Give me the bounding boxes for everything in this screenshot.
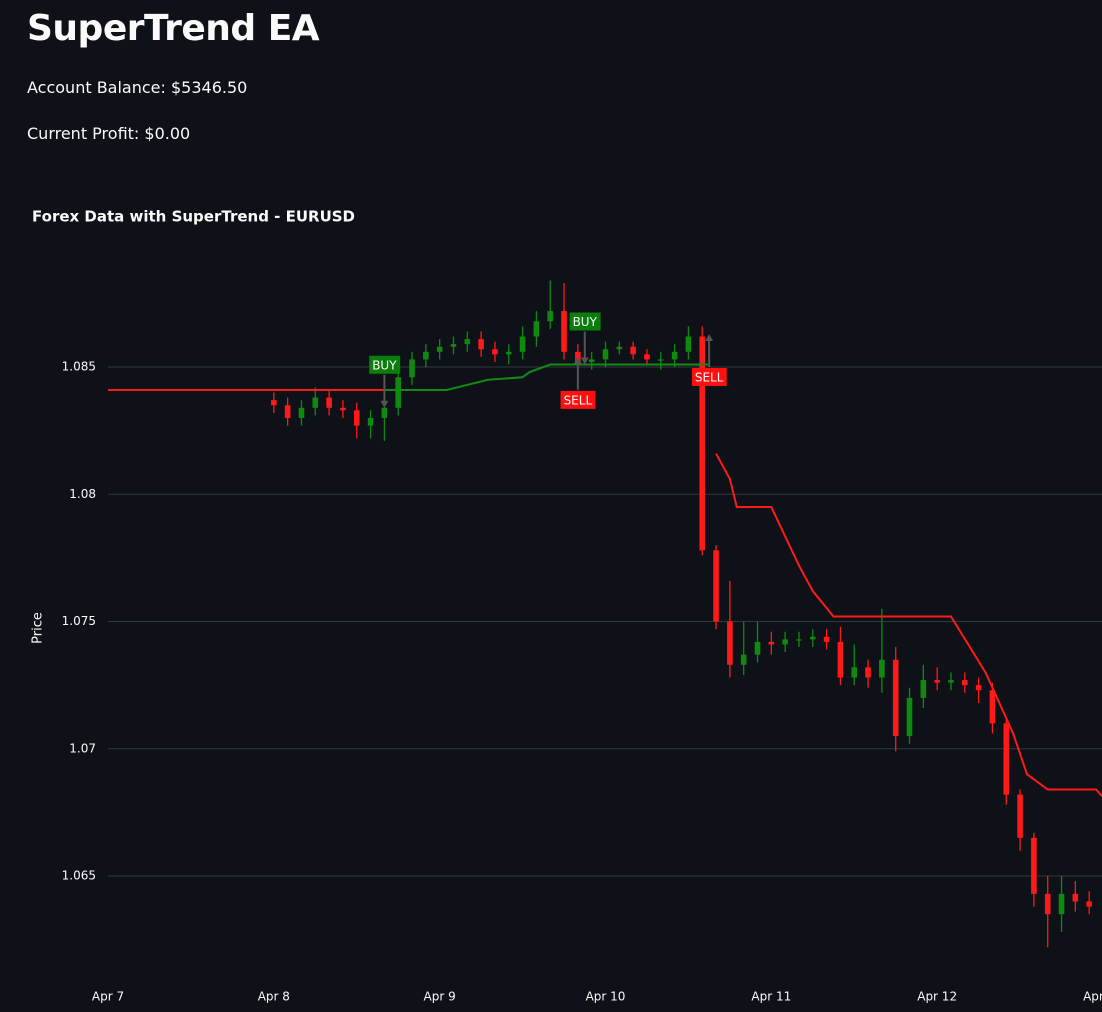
candle-body: [906, 697, 913, 737]
candle-body: [519, 336, 526, 352]
y-tick-label: 1.075: [62, 614, 96, 628]
x-tick-label: Apr 11: [751, 990, 791, 1004]
signal-label: BUY: [372, 358, 397, 372]
candle-body: [340, 407, 346, 411]
y-axis-title: Price: [31, 612, 46, 644]
candle-body: [423, 351, 429, 360]
candle-body: [823, 636, 830, 642]
candle-body: [768, 641, 775, 645]
current-profit: Current Profit: $0.00: [27, 124, 191, 143]
y-tick-label: 1.085: [62, 360, 96, 374]
candle-body: [1017, 794, 1023, 838]
candle-body: [948, 680, 954, 683]
x-tick-label: Apr 7: [92, 990, 124, 1004]
candle-body: [353, 410, 360, 426]
candle-body: [727, 621, 733, 665]
candle-body: [478, 339, 484, 350]
candle-body: [464, 339, 471, 345]
candle-body: [879, 659, 885, 678]
candle-body: [782, 639, 788, 645]
candle-body: [809, 636, 816, 640]
candle-body: [381, 407, 388, 418]
candle-body: [312, 397, 319, 408]
candle-body: [975, 685, 982, 691]
x-tick-label: Apr 8: [258, 990, 290, 1004]
candle-body: [837, 641, 844, 678]
signal-box: [369, 355, 401, 374]
candle-body: [754, 641, 761, 655]
grid: 1.065 1.07 1.075 1.08 1.085 Apr 7 Apr 8 Apr 9 Ap…: [62, 360, 1102, 1004]
y-tick-label: 1.08: [69, 487, 96, 501]
candle-body: [588, 359, 595, 362]
candle-body: [796, 639, 802, 641]
candle-body: [1003, 723, 1010, 795]
page-title: SuperTrend EA: [27, 8, 320, 49]
account-balance: Account Balance: $5346.50: [27, 78, 248, 97]
candle-body: [1044, 893, 1051, 915]
x-tick-label: Apr 13: [1083, 990, 1102, 1004]
candle-body: [409, 359, 415, 378]
candle-body: [298, 407, 305, 418]
candle-body: [271, 400, 277, 406]
candle-body: [436, 346, 443, 352]
signal-label: BUY: [573, 315, 598, 329]
candle-body: [602, 349, 609, 360]
signal-label: SELL: [695, 370, 724, 384]
candle-body: [630, 346, 636, 355]
candle-body: [1072, 893, 1079, 902]
arrow-head: [380, 400, 389, 408]
candle-body: [367, 417, 374, 426]
candle-body: [851, 667, 858, 678]
candle-body: [326, 397, 332, 408]
candle-body: [284, 405, 291, 418]
candle-body: [934, 680, 940, 683]
arrow-head: [573, 356, 582, 364]
candle-body: [450, 344, 457, 347]
arrow-head: [705, 333, 714, 341]
signal-label: SELL: [564, 393, 593, 407]
y-tick-label: 1.065: [62, 869, 96, 883]
candle-body: [505, 351, 512, 355]
x-tick-label: Apr 12: [917, 990, 957, 1004]
candle-body: [865, 667, 871, 678]
candle-body: [989, 690, 996, 724]
candle-body: [671, 351, 678, 360]
candle-body: [616, 346, 623, 350]
supertrend-line: [384, 363, 710, 391]
candle-body: [492, 349, 498, 355]
arrow-head: [580, 357, 589, 365]
candle-body: [395, 377, 402, 408]
x-tick-label: Apr 9: [424, 990, 456, 1004]
annotations: BUY SELL BUY SELL: [369, 312, 727, 409]
candle-body: [685, 336, 692, 352]
candle-body: [713, 550, 719, 622]
signal-box: [560, 390, 596, 409]
candle-body: [561, 311, 567, 352]
candle-body: [962, 680, 968, 686]
signal-box: [569, 312, 601, 331]
chart-title: Forex Data with SuperTrend - EURUSD: [32, 208, 355, 226]
candle-body: [740, 654, 747, 665]
candle-body: [547, 311, 554, 322]
candle-body: [533, 321, 540, 337]
candle-body: [1086, 901, 1092, 907]
candle-body: [1031, 837, 1037, 894]
supertrend-line: [715, 453, 1102, 798]
x-tick-label: Apr 10: [586, 990, 626, 1004]
plot-area: [108, 280, 1102, 948]
candle-body: [1058, 893, 1065, 915]
candle-body: [657, 359, 664, 361]
y-tick-label: 1.07: [69, 741, 96, 755]
candle-body: [699, 336, 706, 551]
candle-body: [920, 680, 927, 698]
signal-box: [691, 367, 727, 386]
candle-body: [644, 354, 650, 360]
candle-body: [892, 659, 899, 737]
